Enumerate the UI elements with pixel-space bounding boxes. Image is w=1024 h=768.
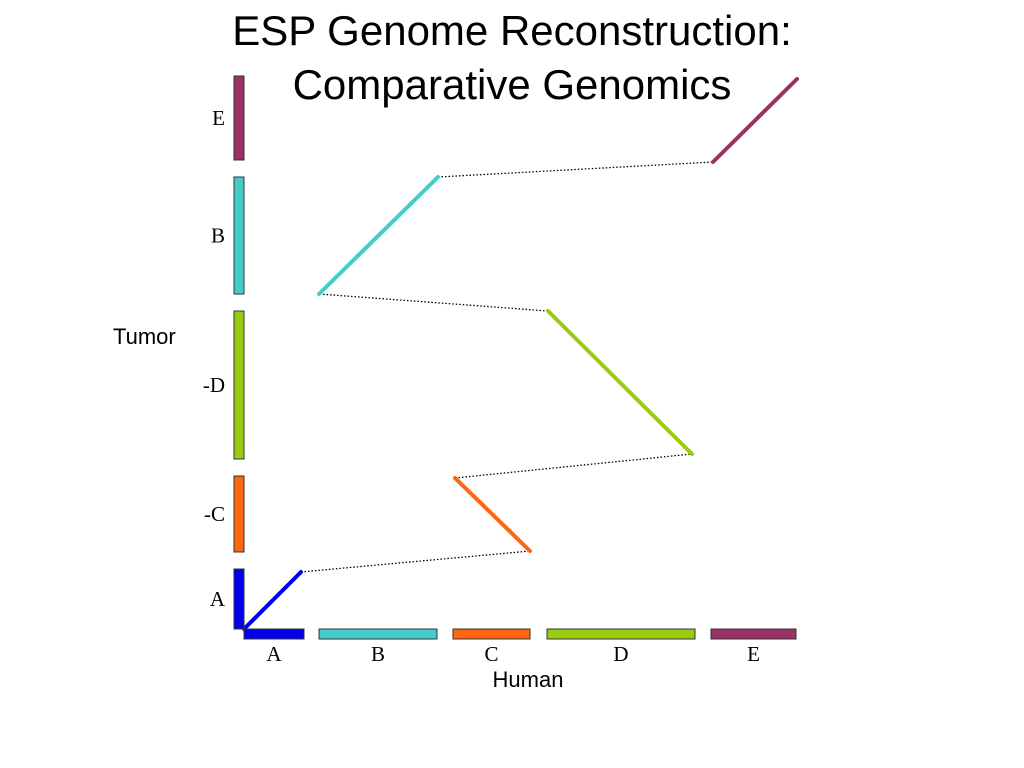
alignment-line-c — [453, 476, 532, 553]
connector-line-3 — [318, 293, 549, 312]
connectors-layer — [300, 161, 714, 573]
human-block-b — [318, 628, 438, 640]
tumor-label-rev-c: -C — [204, 502, 225, 526]
tumor-axis: A -C -D B E — [203, 75, 245, 630]
tumor-block-rev-c — [233, 475, 245, 553]
slide-title-line-2: Comparative Genomics — [292, 61, 732, 108]
tumor-block-rev-d — [233, 310, 245, 460]
human-block-d — [546, 628, 696, 640]
human-axis: A B C D E — [243, 628, 797, 666]
tumor-block-a — [233, 568, 245, 630]
human-label-d: D — [613, 642, 628, 666]
human-block-c — [452, 628, 531, 640]
human-label-b: B — [371, 642, 385, 666]
tumor-label-b: B — [211, 224, 225, 248]
tumor-axis-title: Tumor — [113, 324, 176, 349]
connector-line-4 — [437, 161, 714, 178]
alignment-line-e — [711, 77, 799, 164]
alignment-line-d — [546, 309, 694, 456]
slide-title-line-1: ESP Genome Reconstruction: — [232, 7, 792, 54]
tumor-block-e — [233, 75, 245, 161]
connector-line-2 — [454, 453, 693, 479]
human-axis-title: Human — [493, 667, 564, 692]
human-label-a: A — [266, 642, 282, 666]
tumor-block-b — [233, 176, 245, 295]
tumor-label-e: E — [212, 106, 225, 130]
human-label-e: E — [747, 642, 760, 666]
human-block-a — [243, 628, 305, 640]
tumor-label-a: A — [210, 587, 226, 611]
human-block-e — [710, 628, 797, 640]
alignment-line-a — [242, 570, 303, 631]
human-label-c: C — [484, 642, 498, 666]
tumor-label-rev-d: -D — [203, 373, 225, 397]
connector-line-1 — [300, 550, 531, 573]
alignments-layer — [242, 77, 799, 631]
alignment-line-b — [317, 175, 440, 296]
